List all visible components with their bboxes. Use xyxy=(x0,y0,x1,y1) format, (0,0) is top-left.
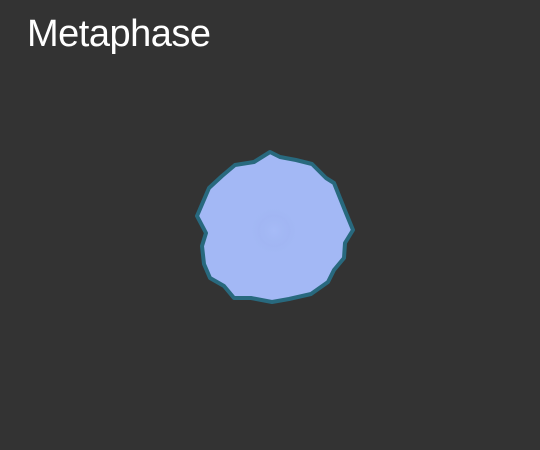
stage-title: Metaphase xyxy=(27,13,211,55)
spindle-center xyxy=(248,205,300,257)
